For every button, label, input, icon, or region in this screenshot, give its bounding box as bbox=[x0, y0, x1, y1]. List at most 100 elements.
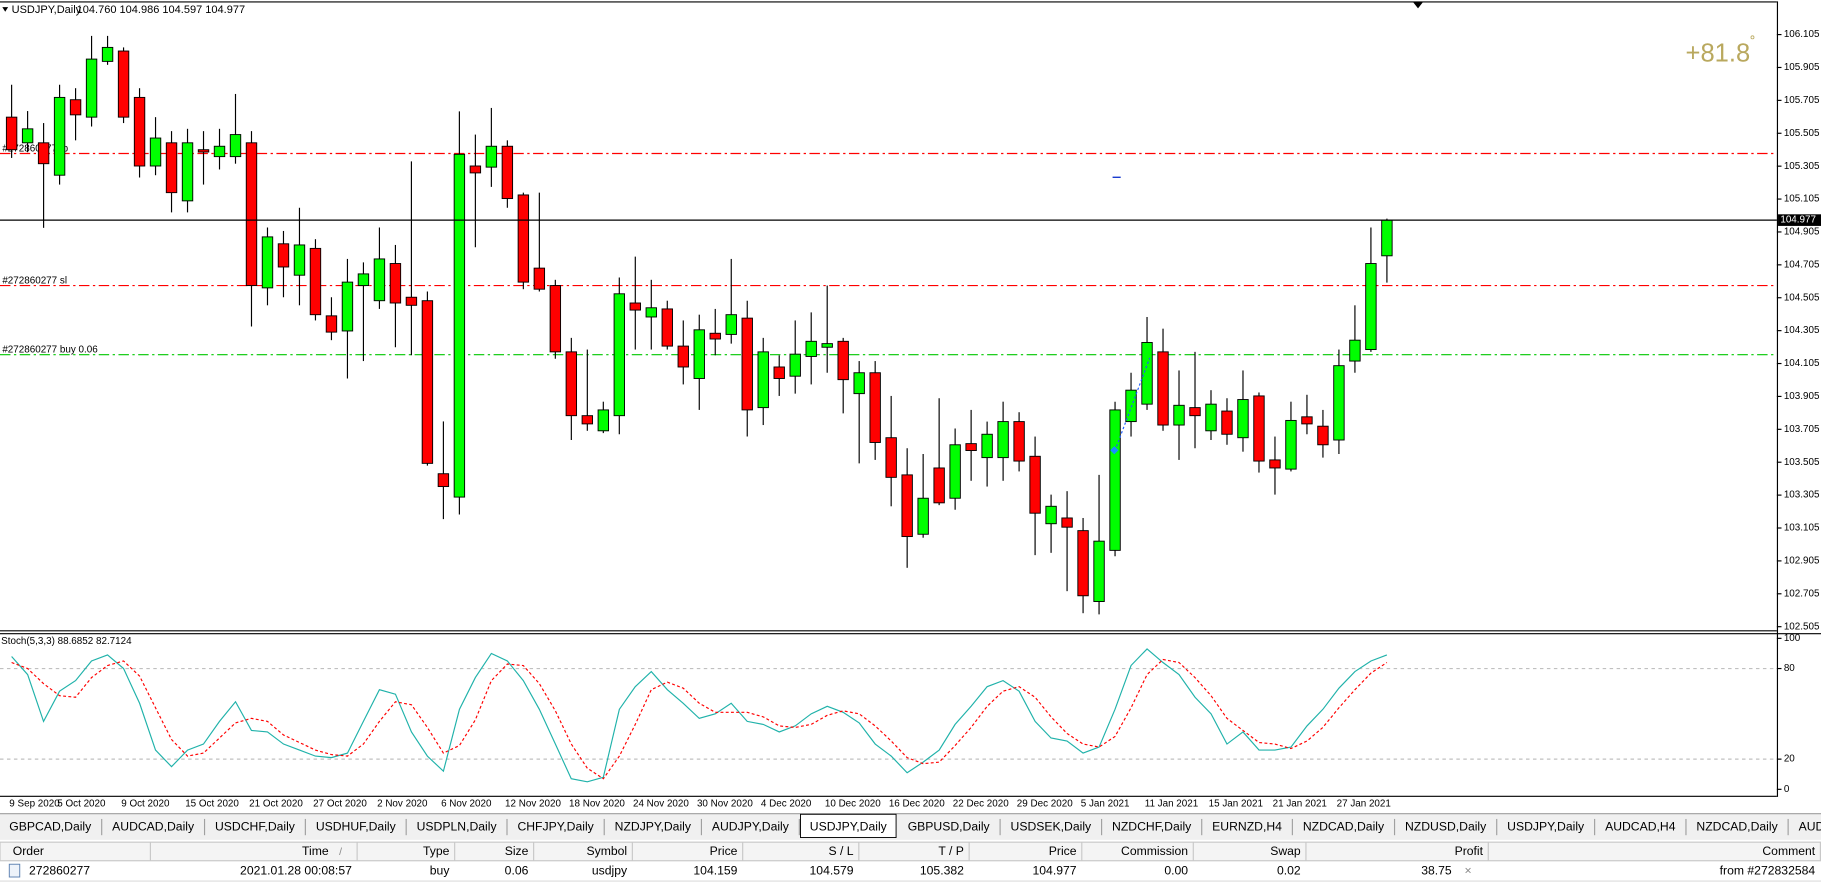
tab-label[interactable]: USDCHF,Daily bbox=[215, 819, 296, 833]
candle-body bbox=[1253, 395, 1265, 462]
tab[interactable]: NZDCAD,Daily bbox=[1293, 816, 1396, 838]
tab-bg[interactable] bbox=[0, 816, 101, 838]
chart-shift-marker bbox=[1413, 2, 1423, 9]
tab[interactable]: USDJPY,Daily bbox=[1497, 816, 1596, 838]
tab[interactable]: USDHUF,Daily bbox=[306, 816, 407, 838]
tab-bg[interactable] bbox=[800, 813, 897, 838]
tab-label[interactable]: EURNZD,H4 bbox=[1212, 819, 1282, 833]
tab-label[interactable]: AUDCAD,H4 bbox=[1605, 819, 1676, 833]
tab-label[interactable]: NZDJPY,Daily bbox=[615, 819, 692, 833]
tab-bg[interactable] bbox=[1202, 816, 1292, 838]
candle-body bbox=[1301, 416, 1313, 425]
tab-label[interactable]: CHFJPY,Daily bbox=[517, 819, 594, 833]
tab-label[interactable]: NZDUSD,Daily bbox=[1405, 819, 1487, 833]
tab[interactable]: AUDCAD,H4 bbox=[1595, 816, 1687, 838]
x-tick-label: 5 Jan 2021 bbox=[1081, 798, 1130, 809]
column-header: T / P bbox=[938, 844, 964, 858]
candle-body bbox=[1237, 399, 1249, 439]
tab[interactable]: CHFJPY,Daily bbox=[508, 816, 605, 838]
candle-body bbox=[1189, 407, 1201, 417]
bid-label: 104.977 bbox=[1780, 215, 1816, 226]
tab-bg[interactable] bbox=[1789, 816, 1821, 838]
tab-bg[interactable] bbox=[1497, 816, 1594, 838]
tab-label[interactable]: NZDCAD,Daily bbox=[1696, 819, 1778, 833]
chart-ohlc: 104.760 104.986 104.597 104.977 bbox=[77, 4, 245, 16]
tab-bar: GBPCAD,Daily AUDCAD,Daily USDCHF,Daily USDH… bbox=[0, 813, 1821, 840]
tab-bg[interactable] bbox=[1102, 816, 1201, 838]
candle-body bbox=[1365, 263, 1377, 351]
tab[interactable]: NZDJPY,Daily bbox=[605, 816, 703, 838]
tab-label[interactable]: USDSEK,Daily bbox=[1011, 819, 1092, 833]
trade-arrow bbox=[1110, 357, 1151, 455]
order-lines: #272860277 tp #272860277 sl #272860277 buy… bbox=[0, 143, 1777, 356]
x-tick-label: 12 Nov 2020 bbox=[505, 798, 561, 809]
tab[interactable]: USDSEK,Daily bbox=[1001, 816, 1103, 838]
tab[interactable]: NZDCHF,Daily bbox=[1102, 816, 1203, 838]
tab-bg[interactable] bbox=[1395, 816, 1496, 838]
tab[interactable]: USDJPY,Daily bbox=[800, 813, 897, 838]
tab[interactable]: USDCHF,Daily bbox=[205, 816, 306, 838]
y-tick-label: 105.505 bbox=[1784, 128, 1820, 139]
tab[interactable]: NZDCAD,Daily bbox=[1687, 816, 1789, 838]
x-tick-label: 24 Nov 2020 bbox=[633, 798, 689, 809]
tab-bg[interactable] bbox=[1595, 816, 1685, 838]
sort-indicator: / bbox=[339, 847, 342, 858]
tab[interactable]: GBPUSD,Daily bbox=[898, 816, 1001, 838]
tab[interactable]: NZDUSD,Daily bbox=[1395, 816, 1498, 838]
tab-bg[interactable] bbox=[407, 816, 506, 838]
x-tick-label: 6 Nov 2020 bbox=[441, 798, 492, 809]
tab-label[interactable]: AUDCAD,Daily bbox=[112, 819, 195, 833]
tab[interactable]: AUDCAD,Daily bbox=[102, 816, 206, 838]
tab-label[interactable]: NZDCAD,Daily bbox=[1303, 819, 1385, 833]
tab-bg[interactable] bbox=[1687, 816, 1787, 838]
candle-body bbox=[389, 263, 402, 304]
candle-body bbox=[85, 58, 98, 118]
tab-bg[interactable] bbox=[508, 816, 604, 838]
candle-body bbox=[581, 415, 594, 425]
candle-body bbox=[869, 372, 881, 443]
candle-body bbox=[1109, 409, 1121, 551]
column-header: Swap bbox=[1270, 844, 1301, 858]
tab[interactable]: USDPLN,Daily bbox=[407, 816, 508, 838]
candle-body bbox=[501, 145, 514, 200]
table-cell: 105.382 bbox=[920, 863, 964, 877]
tab[interactable]: AUDJPY,Daily bbox=[702, 816, 800, 838]
table-cell: 0.02 bbox=[1277, 863, 1301, 877]
tab-label[interactable]: GBPCAD,Daily bbox=[9, 819, 92, 833]
tab-label[interactable]: AUDCAD,Daily bbox=[1799, 819, 1821, 833]
tab-label[interactable]: AUDJPY,Daily bbox=[712, 819, 790, 833]
candle-body bbox=[1045, 505, 1057, 525]
tab[interactable]: AUDCAD,Daily bbox=[1789, 816, 1821, 838]
tab-bg[interactable] bbox=[605, 816, 701, 838]
y-tick-label: 104.705 bbox=[1784, 259, 1820, 270]
y-tick-label: 0 bbox=[1784, 784, 1790, 795]
tab-bg[interactable] bbox=[102, 816, 204, 838]
x-tick-label: 16 Dec 2020 bbox=[889, 798, 945, 809]
tab-bg[interactable] bbox=[306, 816, 406, 838]
tab-label[interactable]: USDPLN,Daily bbox=[417, 819, 498, 833]
tab[interactable]: EURNZD,H4 bbox=[1202, 816, 1293, 838]
tab-label[interactable]: GBPUSD,Daily bbox=[908, 819, 991, 833]
tab-bg[interactable] bbox=[898, 816, 999, 838]
close-order[interactable]: × bbox=[1464, 863, 1471, 877]
tab[interactable]: GBPCAD,Daily bbox=[0, 816, 103, 838]
header-arrow bbox=[2, 7, 9, 12]
column-header: Symbol bbox=[586, 844, 627, 858]
tab-label[interactable]: USDJPY,Daily bbox=[1507, 819, 1585, 833]
y-tick-label: 106.105 bbox=[1784, 29, 1820, 40]
tab-bg[interactable] bbox=[702, 816, 799, 838]
candle-body bbox=[949, 444, 961, 499]
y-tick-label: 103.105 bbox=[1784, 523, 1820, 534]
tab-label[interactable]: USDJPY,Daily bbox=[810, 819, 888, 833]
tab-label[interactable]: USDHUF,Daily bbox=[316, 819, 397, 833]
order-label: #272860277 sl bbox=[2, 276, 67, 287]
x-tick-label: 27 Jan 2021 bbox=[1337, 798, 1391, 809]
candle-body bbox=[533, 267, 546, 290]
column-header: Commission bbox=[1121, 844, 1188, 858]
candle-body bbox=[757, 351, 769, 409]
tab-bg[interactable] bbox=[205, 816, 305, 838]
candle-body bbox=[261, 236, 274, 289]
tab-label[interactable]: NZDCHF,Daily bbox=[1112, 819, 1192, 833]
tab-bg[interactable] bbox=[1293, 816, 1394, 838]
tab-bg[interactable] bbox=[1001, 816, 1101, 838]
